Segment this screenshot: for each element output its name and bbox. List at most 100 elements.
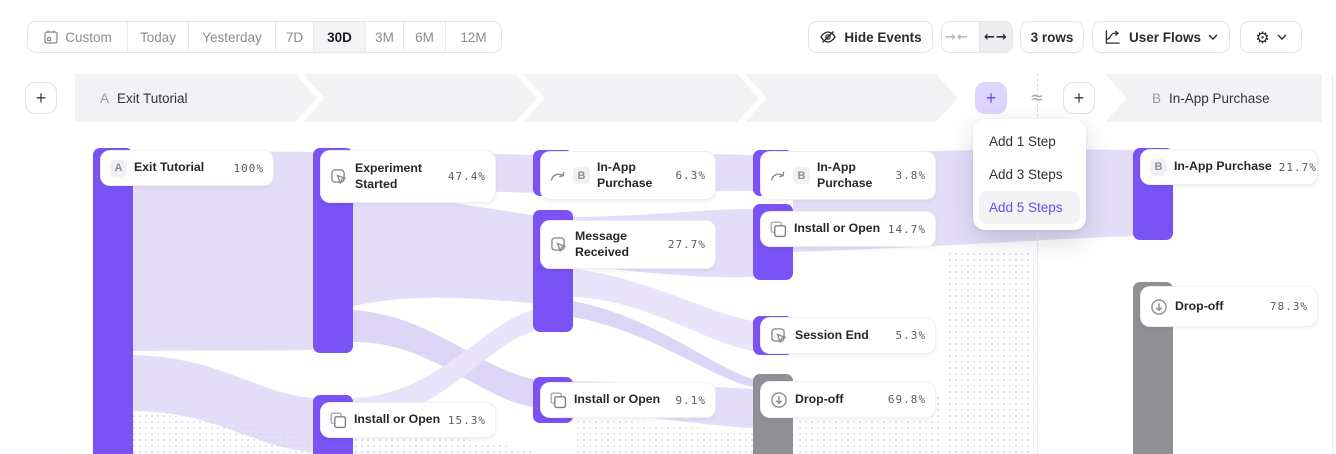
node-label: Exit Tutorial bbox=[134, 160, 205, 174]
node-percent: 78.3% bbox=[1269, 300, 1308, 313]
node-label: Session End bbox=[795, 327, 869, 342]
collapse-flows-button[interactable]: →← bbox=[942, 22, 972, 52]
flow-bar-exit-tutorial[interactable] bbox=[93, 148, 133, 454]
flow-node-message-received[interactable]: Message Received 27.7% bbox=[541, 221, 715, 268]
conversion-arrow-icon bbox=[770, 169, 786, 183]
menu-item-add-1-step[interactable]: Add 1 Step bbox=[979, 125, 1080, 158]
approx-glyph: ≈ bbox=[1029, 88, 1045, 108]
node-percent: 100% bbox=[233, 161, 264, 175]
flow-a-band-segment-1[interactable] bbox=[75, 74, 317, 122]
step-b-badge: B bbox=[573, 167, 590, 184]
node-percent: 9.1% bbox=[675, 393, 706, 407]
flow-divider-line bbox=[1037, 122, 1038, 454]
node-label: Drop-off bbox=[1175, 298, 1224, 313]
plus-icon: + bbox=[985, 87, 997, 108]
node-percent: 69.8% bbox=[887, 393, 926, 406]
menu-item-label: Add 3 Steps bbox=[989, 167, 1063, 182]
node-label: Drop-off bbox=[795, 391, 844, 406]
hide-events-label: Hide Events bbox=[844, 29, 922, 45]
flow-node-drop-off-69[interactable]: Drop-off 69.8% bbox=[761, 382, 935, 417]
flow-node-session-end[interactable]: Session End 5.3% bbox=[761, 318, 935, 353]
date-range-selector[interactable]: Custom Today Yesterday 7D 30D 3M 6M 12M bbox=[27, 21, 502, 53]
drop-off-icon bbox=[1150, 298, 1168, 316]
action-click-icon bbox=[330, 168, 348, 186]
drop-off-texture bbox=[133, 252, 1034, 454]
flow-divider-dashed bbox=[1037, 74, 1038, 122]
add-flow-left-button[interactable]: + bbox=[25, 82, 57, 114]
chevron-down-icon bbox=[1277, 34, 1287, 40]
approx-join-icon: ≈ bbox=[1023, 74, 1051, 122]
date-range-30d-selected[interactable]: 30D bbox=[314, 22, 366, 52]
node-label: Experiment Started bbox=[355, 160, 422, 191]
plus-icon: + bbox=[35, 87, 47, 108]
expand-flows-button[interactable]: ←→ bbox=[978, 22, 1012, 52]
date-range-label: 12M bbox=[460, 29, 487, 45]
node-label: In-App Purchase bbox=[817, 159, 873, 190]
add-steps-button[interactable]: + bbox=[975, 82, 1007, 114]
flow-node-in-app-purchase-21[interactable]: B In-App Purchase 21.7% bbox=[1141, 150, 1317, 184]
hide-events-button[interactable]: Hide Events bbox=[808, 21, 933, 53]
menu-item-add-3-steps[interactable]: Add 3 Steps bbox=[979, 158, 1080, 191]
flow-node-install-or-open-14[interactable]: Install or Open 14.7% bbox=[761, 212, 935, 246]
flow-node-exit-tutorial[interactable]: A Exit Tutorial 100% bbox=[101, 151, 273, 185]
menu-item-add-5-steps[interactable]: Add 5 Steps bbox=[979, 191, 1080, 224]
rows-count-button[interactable]: 3 rows bbox=[1020, 21, 1084, 53]
view-selector-dropdown[interactable]: User Flows bbox=[1092, 21, 1230, 53]
node-label: Message Received bbox=[575, 228, 630, 259]
date-range-label: Yesterday bbox=[202, 29, 262, 45]
flow-a-band-segment-4[interactable] bbox=[745, 74, 958, 122]
node-percent: 47.4% bbox=[447, 170, 486, 183]
date-range-3m[interactable]: 3M bbox=[366, 22, 404, 52]
user-flows-chart-icon bbox=[1105, 30, 1120, 44]
node-label: In-App Purchase bbox=[1174, 159, 1272, 173]
date-range-label: Custom bbox=[65, 29, 112, 45]
add-step-right-button[interactable]: + bbox=[1063, 82, 1095, 114]
step-a-badge: A bbox=[110, 159, 127, 177]
plus-icon: + bbox=[1073, 87, 1085, 108]
date-range-6m[interactable]: 6M bbox=[404, 22, 446, 52]
app-windows-icon bbox=[330, 412, 347, 429]
view-selector-label: User Flows bbox=[1128, 29, 1202, 45]
date-range-custom[interactable]: Custom bbox=[28, 22, 128, 52]
collapse-expand-toggle[interactable]: →← ←→ bbox=[941, 21, 1013, 53]
flow-node-experiment-started[interactable]: Experiment Started 47.4% bbox=[321, 151, 495, 202]
date-range-label: 30D bbox=[327, 29, 352, 45]
flow-a-band-segment-3[interactable] bbox=[523, 74, 759, 122]
eye-off-icon bbox=[820, 31, 837, 43]
flow-b-band[interactable] bbox=[1105, 74, 1322, 122]
settings-menu-button[interactable]: ⚙ bbox=[1240, 21, 1302, 53]
action-click-icon bbox=[770, 327, 788, 345]
flow-node-drop-off-78[interactable]: Drop-off 78.3% bbox=[1141, 287, 1317, 326]
menu-item-label: Add 5 Steps bbox=[989, 200, 1063, 215]
right-edge-line bbox=[1332, 74, 1333, 454]
add-steps-menu: Add 1 Step Add 3 Steps Add 5 Steps bbox=[973, 119, 1086, 230]
node-percent: 5.3% bbox=[895, 329, 926, 342]
action-click-icon bbox=[550, 236, 568, 254]
date-range-label: 3M bbox=[375, 29, 394, 45]
app-windows-icon bbox=[550, 392, 567, 409]
gear-icon: ⚙ bbox=[1255, 27, 1270, 47]
node-label: Install or Open bbox=[794, 221, 881, 235]
step-b-badge: B bbox=[793, 167, 810, 184]
menu-item-label: Add 1 Step bbox=[989, 134, 1056, 149]
expand-arrows-icon: ←→ bbox=[983, 29, 1008, 45]
rows-count-label: 3 rows bbox=[1030, 29, 1074, 45]
flow-node-install-or-open-9[interactable]: Install or Open 9.1% bbox=[541, 383, 715, 417]
date-range-12m[interactable]: 12M bbox=[446, 22, 501, 52]
flow-node-install-or-open-15[interactable]: Install or Open 15.3% bbox=[321, 403, 495, 437]
date-range-label: 6M bbox=[415, 29, 434, 45]
date-range-today[interactable]: Today bbox=[128, 22, 189, 52]
flow-a-band-segment-2[interactable] bbox=[303, 74, 537, 122]
chevron-down-icon bbox=[1208, 34, 1218, 40]
node-percent: 21.7% bbox=[1278, 160, 1317, 174]
date-range-yesterday[interactable]: Yesterday bbox=[189, 22, 276, 52]
node-label: In-App Purchase bbox=[597, 159, 653, 190]
node-percent: 6.3% bbox=[675, 169, 706, 182]
node-label: Install or Open bbox=[574, 392, 661, 406]
flow-node-in-app-purchase-6[interactable]: B In-App Purchase 6.3% bbox=[541, 152, 715, 199]
calendar-icon bbox=[44, 30, 58, 44]
flow-node-in-app-purchase-3[interactable]: B In-App Purchase 3.8% bbox=[761, 152, 935, 199]
app-windows-icon bbox=[770, 221, 787, 238]
node-percent: 14.7% bbox=[887, 222, 926, 236]
date-range-7d[interactable]: 7D bbox=[276, 22, 314, 52]
